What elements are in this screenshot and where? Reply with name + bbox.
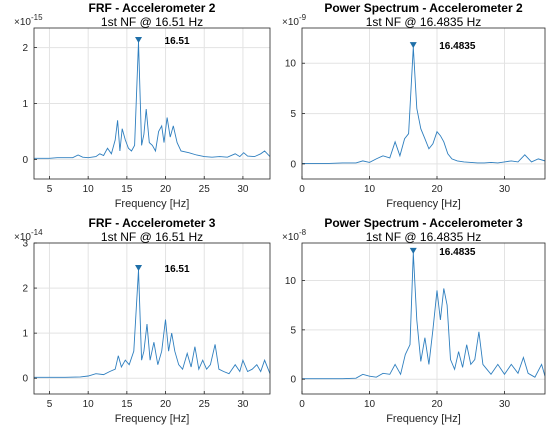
- x-axis-label: Frequency [Hz]: [115, 413, 190, 425]
- peak-marker: [135, 36, 143, 43]
- axes-frame: [301, 242, 546, 395]
- chart-panel-4: 0 10 20 30 0 5 10 ×10-8 Power Spectrum - Acceler…: [282, 216, 546, 425]
- y-tick-label: 5: [290, 325, 296, 336]
- y-exponent-power: -9: [299, 13, 307, 22]
- y-tick-label: 5: [290, 109, 296, 120]
- chart-title: FRF - Accelerometer 3: [89, 216, 216, 230]
- y-exponent-power: -8: [299, 228, 307, 237]
- peak-marker: [135, 265, 143, 272]
- chart-panel-2: 0 10 20 30 0 5 10 ×10-9 Power Spectrum - Acceler…: [282, 1, 546, 210]
- chart-subtitle: 1st NF @ 16.51 Hz: [101, 15, 203, 29]
- y-tick-label: 1: [22, 329, 28, 340]
- peak-marker: [409, 42, 417, 49]
- y-tick-label: 0: [22, 155, 28, 166]
- x-tick-label: 30: [237, 399, 249, 410]
- y-exponent-base: ×10: [282, 232, 299, 243]
- x-axis-label: Frequency [Hz]: [386, 198, 461, 210]
- chart-title: Power Spectrum - Accelerometer 2: [324, 1, 523, 15]
- chart-subtitle: 1st NF @ 16.4835 Hz: [366, 15, 482, 29]
- series-line-1: [302, 252, 545, 380]
- y-exponent-base: ×10: [14, 232, 31, 243]
- x-tick-label: 25: [199, 399, 211, 410]
- y-tick-label: 3: [22, 239, 28, 250]
- peak-label: 16.4835: [439, 41, 476, 52]
- x-tick-label: 0: [299, 399, 305, 410]
- y-tick-label: 0: [290, 159, 296, 170]
- x-tick-label: 10: [83, 399, 95, 410]
- series-line-1: [34, 269, 270, 378]
- y-tick-label: 0: [290, 375, 296, 386]
- y-exponent-label: ×10-14: [14, 228, 43, 243]
- peak-marker: [409, 247, 417, 254]
- axes-frame: [301, 27, 546, 180]
- chart-panel-1: 5 10 15 20 25 30 0 1 2 ×10-15 FRF - Accelerometer …: [14, 1, 271, 210]
- x-tick-label: 15: [121, 184, 133, 195]
- chart-title: Power Spectrum - Accelerometer 3: [324, 216, 523, 230]
- y-exponent-power: -14: [31, 228, 43, 237]
- x-tick-label: 30: [499, 184, 511, 195]
- peak-label: 16.4835: [439, 247, 476, 258]
- x-tick-label: 30: [499, 399, 511, 410]
- x-tick-label: 20: [431, 399, 443, 410]
- chart-subtitle: 1st NF @ 16.4835 Hz: [366, 230, 482, 244]
- y-exponent-label: ×10-9: [282, 13, 307, 28]
- axes-frame: [33, 242, 271, 395]
- series-line-1: [302, 47, 545, 164]
- y-tick-label: 10: [285, 276, 297, 287]
- x-tick-label: 10: [364, 399, 376, 410]
- chart-title: FRF - Accelerometer 2: [89, 1, 216, 15]
- y-exponent-power: -15: [31, 13, 43, 22]
- y-tick-label: 1: [22, 99, 28, 110]
- x-tick-label: 10: [83, 184, 95, 195]
- x-axis-label: Frequency [Hz]: [386, 413, 461, 425]
- x-tick-label: 20: [431, 184, 443, 195]
- x-tick-label: 5: [47, 399, 53, 410]
- x-tick-label: 5: [47, 184, 53, 195]
- y-tick-label: 0: [22, 374, 28, 385]
- peak-label: 16.51: [165, 36, 190, 47]
- x-tick-label: 25: [199, 184, 211, 195]
- x-tick-label: 20: [160, 399, 172, 410]
- chart-panel-3: 5 10 15 20 25 30 0 1 2 3×10-14 FRF - Accelerometer…: [14, 216, 271, 425]
- peak-label: 16.51: [165, 264, 190, 275]
- y-exponent-label: ×10-15: [14, 13, 43, 28]
- y-exponent-base: ×10: [282, 17, 299, 28]
- x-tick-label: 20: [160, 184, 172, 195]
- x-tick-label: 0: [299, 184, 305, 195]
- chart-subtitle: 1st NF @ 16.51 Hz: [101, 230, 203, 244]
- x-tick-label: 10: [364, 184, 376, 195]
- y-tick-label: 2: [22, 43, 28, 54]
- y-exponent-base: ×10: [14, 17, 31, 28]
- y-tick-label: 10: [285, 59, 297, 70]
- x-tick-label: 15: [121, 399, 133, 410]
- x-axis-label: Frequency [Hz]: [115, 198, 190, 210]
- series-line-1: [34, 41, 270, 159]
- y-exponent-label: ×10-8: [282, 228, 307, 243]
- y-tick-label: 2: [22, 284, 28, 295]
- x-tick-label: 30: [237, 184, 249, 195]
